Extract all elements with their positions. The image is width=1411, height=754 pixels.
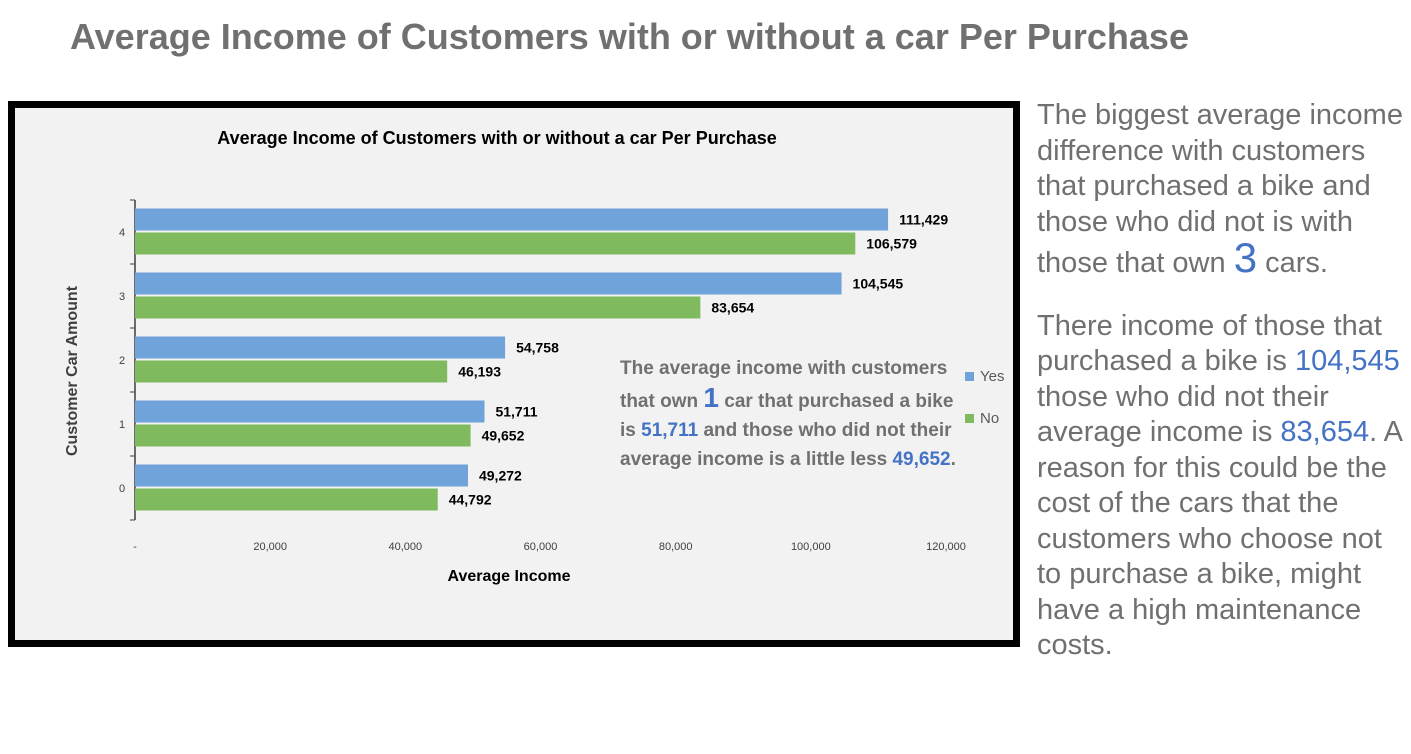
y-tick-label: 3 xyxy=(119,291,125,303)
x-tick-label: 100,000 xyxy=(791,541,831,553)
bar-chart: Average Income of Customers with or with… xyxy=(64,128,966,585)
annotation-no-value: 49,652 xyxy=(892,449,951,470)
commentary-2-no-value: 83,654 xyxy=(1280,416,1370,448)
data-label-no-4: 106,579 xyxy=(866,236,917,252)
x-tick-label: 60,000 xyxy=(524,541,558,553)
commentary-2-text-3: . A reason for this could be the cost of… xyxy=(1037,416,1402,661)
side-commentary: The biggest average income difference wi… xyxy=(1037,98,1407,664)
commentary-1-number: 3 xyxy=(1233,234,1258,281)
data-label-yes-3: 104,545 xyxy=(853,276,904,292)
chart-frame: Average Income of Customers with or with… xyxy=(8,101,1020,647)
data-label-yes-4: 111,429 xyxy=(899,212,948,228)
y-tick-label: 0 xyxy=(119,483,125,495)
data-label-no-2: 46,193 xyxy=(458,364,501,380)
legend-item-no: No xyxy=(965,408,1004,428)
x-tick-label: 80,000 xyxy=(659,541,693,553)
chart-title: Average Income of Customers with or with… xyxy=(217,128,777,148)
commentary-paragraph-1: The biggest average income difference wi… xyxy=(1037,98,1407,282)
y-tick-label: 2 xyxy=(119,355,125,367)
commentary-2-yes-value: 104,545 xyxy=(1294,345,1400,377)
x-tick-label: 20,000 xyxy=(253,541,287,553)
y-tick-label: 4 xyxy=(119,227,125,239)
x-axis-label: Average Income xyxy=(447,568,570,585)
bar-no-1 xyxy=(135,424,471,447)
annotation-text-3: and those who did not their average inco… xyxy=(620,420,952,470)
legend-label-yes: Yes xyxy=(980,367,1005,385)
annotation-car-count: 1 xyxy=(703,382,719,413)
annotation-text-2: car that purchased a bike is xyxy=(620,391,954,441)
commentary-1-text-2: cars. xyxy=(1257,247,1328,279)
bar-no-3 xyxy=(135,296,701,319)
chart-legend: Yes No xyxy=(965,366,1004,450)
commentary-paragraph-2: There income of those that purchased a b… xyxy=(1037,309,1407,664)
data-label-yes-0: 49,272 xyxy=(479,468,522,484)
annotation-text-1: The average income with customers that o… xyxy=(620,358,948,412)
commentary-1-text-1: The biggest average income difference wi… xyxy=(1037,99,1403,279)
annotation-yes-value: 51,711 xyxy=(641,420,699,441)
legend-swatch-yes xyxy=(965,371,974,381)
y-tick-label: 1 xyxy=(119,419,125,431)
data-label-yes-2: 54,758 xyxy=(516,340,559,356)
y-axis-label: Customer Car Amount xyxy=(64,285,81,456)
slide-title: Average Income of Customers with or with… xyxy=(70,16,1189,57)
x-tick-label: 40,000 xyxy=(389,541,423,553)
data-label-no-3: 83,654 xyxy=(711,300,754,316)
bar-yes-4 xyxy=(135,208,889,231)
data-label-no-0: 44,792 xyxy=(449,492,492,508)
bar-no-4 xyxy=(135,232,856,255)
bar-yes-0 xyxy=(135,464,468,487)
legend-swatch-no xyxy=(965,413,974,423)
annotation-text-4: . xyxy=(950,449,956,470)
chart-annotation: The average income with customers that o… xyxy=(620,354,960,474)
x-tick-label: 120,000 xyxy=(926,541,966,553)
bar-no-0 xyxy=(135,488,438,511)
commentary-2-text-2: those who did not their average income i… xyxy=(1037,380,1329,449)
legend-label-no: No xyxy=(980,409,1000,427)
bar-yes-1 xyxy=(135,400,485,423)
data-label-no-1: 49,652 xyxy=(482,428,525,444)
bar-no-2 xyxy=(135,360,448,383)
bar-yes-3 xyxy=(135,272,842,295)
legend-item-yes: Yes xyxy=(965,366,1004,386)
bar-yes-2 xyxy=(135,336,506,359)
commentary-2-text-1: There income of those that purchased a b… xyxy=(1037,309,1382,378)
x-tick-label: - xyxy=(133,541,137,553)
data-label-yes-1: 51,711 xyxy=(495,404,537,420)
